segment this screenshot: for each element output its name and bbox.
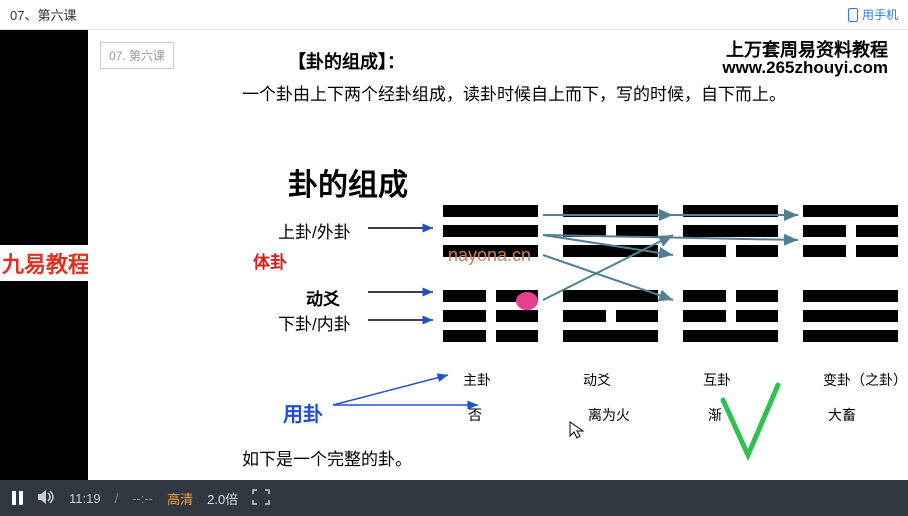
video-area: 九易教程 07. 第六课 上万套周易资料教程 www.265zhouyi.com… [0, 30, 908, 480]
speed-button[interactable]: 2.0倍 [207, 489, 238, 508]
time-total: --:-- [132, 491, 153, 506]
col-sub: 离为火 [588, 405, 630, 425]
yonggua-arrows [328, 350, 508, 420]
label-yonggua: 用卦 [283, 398, 323, 427]
time-current: 11:19 [69, 491, 101, 506]
quality-button[interactable]: 高清 [167, 489, 193, 508]
arrows-svg [538, 200, 818, 350]
section-heading: 【卦的组成】： [288, 48, 405, 74]
col-name: 动爻 [583, 370, 611, 390]
col-sub: 大畜 [828, 405, 856, 425]
phone-label: 用手机 [862, 6, 898, 23]
watermark-center: nayona.cn [448, 245, 531, 266]
pink-marker [516, 292, 538, 310]
label-dongyao: 动爻 [306, 285, 340, 310]
col-name: 变卦（之卦） [823, 370, 907, 390]
phone-icon [848, 8, 858, 22]
phone-link[interactable]: 用手机 [848, 6, 898, 23]
page-title: 07、第六课 [10, 5, 76, 24]
top-bar: 07、第六课 用手机 [0, 0, 908, 30]
lesson-tag: 07. 第六课 [100, 42, 174, 69]
label-upper: 上卦/外卦 [278, 218, 351, 243]
green-check-icon [713, 380, 793, 470]
volume-button[interactable] [37, 489, 55, 508]
bottom-text: 如下是一个完整的卦。 [208, 445, 412, 470]
time-sep: / [115, 491, 119, 506]
video-controls: 11:19 / --:-- 高清 2.0倍 [0, 480, 908, 516]
brand-label: 九易教程 [0, 245, 92, 281]
fullscreen-button[interactable] [252, 489, 270, 508]
label-lower: 下卦/内卦 [278, 310, 351, 335]
document-content: 07. 第六课 上万套周易资料教程 www.265zhouyi.com nayo… [88, 30, 908, 480]
diagram-title: 卦的组成 [288, 160, 408, 204]
pause-button[interactable] [12, 491, 23, 505]
section-body: 一个卦由上下两个经卦组成，读卦时候自上而下，写的时候，自下而上。 [208, 78, 878, 111]
label-tigua: 体卦 [253, 248, 287, 273]
cursor-icon [568, 420, 588, 445]
watermark-url: www.265zhouyi.com [722, 58, 888, 78]
